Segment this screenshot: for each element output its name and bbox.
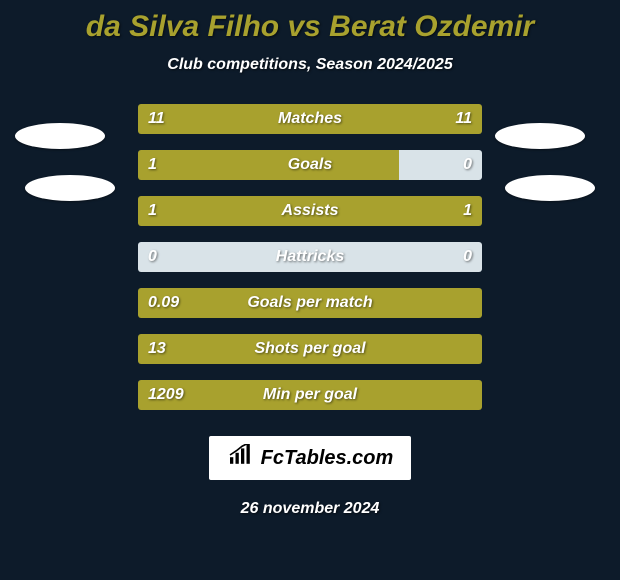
stat-row: 11Matches11 xyxy=(138,104,482,134)
stat-bar-track xyxy=(138,288,482,318)
team-badge-left xyxy=(25,175,115,201)
watermark-text: FcTables.com xyxy=(261,447,394,470)
stat-bar-right xyxy=(310,104,482,134)
stat-bar-left xyxy=(138,288,482,318)
comparison-infographic: da Silva Filho vs Berat Ozdemir Club com… xyxy=(0,0,620,580)
stat-bar-left xyxy=(138,334,482,364)
stat-bar-track xyxy=(138,242,482,272)
stat-row: 1Goals0 xyxy=(138,150,482,180)
infographic-date: 26 november 2024 xyxy=(241,500,380,518)
chart-icon xyxy=(227,444,255,472)
team-badge-right xyxy=(495,123,585,149)
stat-bar-track xyxy=(138,196,482,226)
stat-bar-right xyxy=(310,242,482,272)
stat-bar-left xyxy=(138,104,310,134)
team-badge-right xyxy=(505,175,595,201)
page-title: da Silva Filho vs Berat Ozdemir xyxy=(86,10,534,44)
stat-bar-left xyxy=(138,150,399,180)
watermark-badge: FcTables.com xyxy=(209,436,412,480)
stat-bar-left xyxy=(138,380,482,410)
stat-bar-left xyxy=(138,242,310,272)
stat-bar-track xyxy=(138,104,482,134)
stat-row: 1209Min per goal xyxy=(138,380,482,410)
stat-row: 0.09Goals per match xyxy=(138,288,482,318)
stat-row: 0Hattricks0 xyxy=(138,242,482,272)
page-subtitle: Club competitions, Season 2024/2025 xyxy=(167,56,452,74)
team-badge-left xyxy=(15,123,105,149)
stat-bar-track xyxy=(138,334,482,364)
stat-row: 1Assists1 xyxy=(138,196,482,226)
stat-bar-right xyxy=(399,150,482,180)
stat-bar-track xyxy=(138,380,482,410)
stat-bar-track xyxy=(138,150,482,180)
stat-bar-left xyxy=(138,196,310,226)
stats-area: 11Matches11 1Goals0 1Assists1 0Hattricks0 0.… xyxy=(0,104,620,426)
stat-row: 13Shots per goal xyxy=(138,334,482,364)
stat-bar-right xyxy=(310,196,482,226)
